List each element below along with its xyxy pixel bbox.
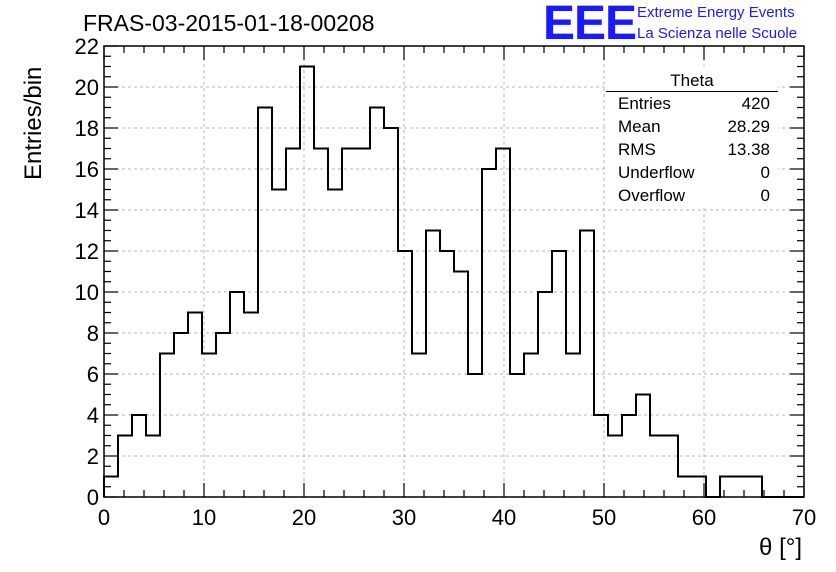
- stats-value: 13.38: [727, 140, 770, 159]
- stats-row-rms: RMS 13.38: [606, 138, 778, 161]
- histogram-bin: [300, 67, 314, 498]
- stats-row-underflow: Underflow 0: [606, 161, 778, 184]
- stats-label: Entries: [618, 94, 671, 113]
- y-tick-label: 8: [87, 321, 99, 346]
- histogram-bin: [566, 354, 580, 498]
- histogram-bins: [103, 65, 804, 498]
- histogram-bin: [720, 477, 734, 498]
- histogram-bin: [426, 231, 440, 498]
- x-tick-label: 10: [192, 505, 216, 530]
- stats-label: RMS: [618, 140, 656, 159]
- x-tick-label: 40: [492, 505, 516, 530]
- stats-row-overflow: Overflow 0: [606, 184, 778, 207]
- histogram-bin: [328, 190, 342, 498]
- chart-title: FRAS-03-2015-01-18-00208: [83, 10, 375, 36]
- tick-labels: 0 10 20 30 40 50 60 70 0 2 4 6 8 10 12 14 16 18 20 22: [75, 34, 817, 530]
- stats-value: 28.29: [727, 117, 770, 136]
- stats-label: Underflow: [618, 163, 695, 182]
- histogram-bin: [384, 128, 398, 497]
- stats-value: 0: [760, 163, 770, 182]
- histogram-bin: [524, 354, 538, 498]
- stats-label: Overflow: [618, 186, 686, 205]
- x-tick-label: 50: [592, 505, 616, 530]
- stats-box: Theta Entries 420 Mean 28.29 RMS 13.38 U…: [606, 70, 778, 207]
- y-tick-label: 10: [75, 280, 99, 305]
- histogram-bin: [650, 436, 664, 498]
- stats-value: 420: [741, 94, 770, 113]
- histogram-bin: [636, 395, 650, 498]
- histogram-bin: [454, 272, 468, 498]
- histogram-bin: [748, 477, 762, 498]
- eee-logo: EEE: [543, 0, 637, 50]
- logo-line-2: La Scienza nelle Scuole: [637, 25, 798, 42]
- stats-title: Theta: [606, 70, 778, 92]
- histogram-bin: [412, 354, 426, 498]
- histogram-bin: [272, 190, 286, 498]
- histogram-bin: [538, 292, 552, 497]
- x-tick-label: 0: [98, 505, 110, 530]
- histogram-bin: [230, 292, 244, 497]
- histogram-bin: [468, 374, 482, 497]
- histogram-bin: [188, 313, 202, 498]
- histogram-bin: [258, 108, 272, 498]
- histogram-bin: [342, 149, 356, 498]
- histogram-bin: [664, 436, 678, 498]
- histogram-bin: [160, 354, 174, 498]
- histogram-outline: [103, 65, 804, 498]
- stats-label: Mean: [618, 117, 661, 136]
- stats-value: 0: [760, 186, 770, 205]
- y-tick-label: 20: [75, 75, 99, 100]
- y-tick-label: 0: [87, 485, 99, 510]
- x-tick-label: 60: [692, 505, 716, 530]
- y-tick-label: 16: [75, 157, 99, 182]
- histogram-bin: [678, 477, 692, 498]
- histogram-bin: [244, 313, 258, 498]
- histogram-bin: [118, 436, 132, 498]
- x-axis-label: θ [°]: [759, 534, 802, 561]
- histogram-bin: [510, 374, 524, 497]
- stats-row-entries: Entries 420: [606, 92, 778, 115]
- y-tick-label: 18: [75, 116, 99, 141]
- stats-row-mean: Mean 28.29: [606, 115, 778, 138]
- histogram-bin: [580, 231, 594, 498]
- x-tick-label: 20: [292, 505, 316, 530]
- histogram-bin: [286, 149, 300, 498]
- y-tick-label: 12: [75, 239, 99, 264]
- histogram-bin: [146, 436, 160, 498]
- histogram-bin: [314, 149, 328, 498]
- histogram-bin: [370, 108, 384, 498]
- x-tick-label: 70: [792, 505, 816, 530]
- x-tick-label: 30: [392, 505, 416, 530]
- histogram-bin: [734, 477, 748, 498]
- y-axis-label: Entries/bin: [20, 66, 47, 180]
- tick-marks: [103, 45, 805, 498]
- histogram-bin: [356, 149, 370, 498]
- y-tick-label: 22: [75, 34, 99, 59]
- histogram-bin: [496, 149, 510, 498]
- y-tick-label: 6: [87, 362, 99, 387]
- logo-line-1: Extreme Energy Events: [637, 4, 795, 21]
- y-tick-label: 14: [75, 198, 99, 223]
- y-tick-label: 2: [87, 444, 99, 469]
- y-tick-label: 4: [87, 403, 99, 428]
- histogram-bin: [608, 436, 622, 498]
